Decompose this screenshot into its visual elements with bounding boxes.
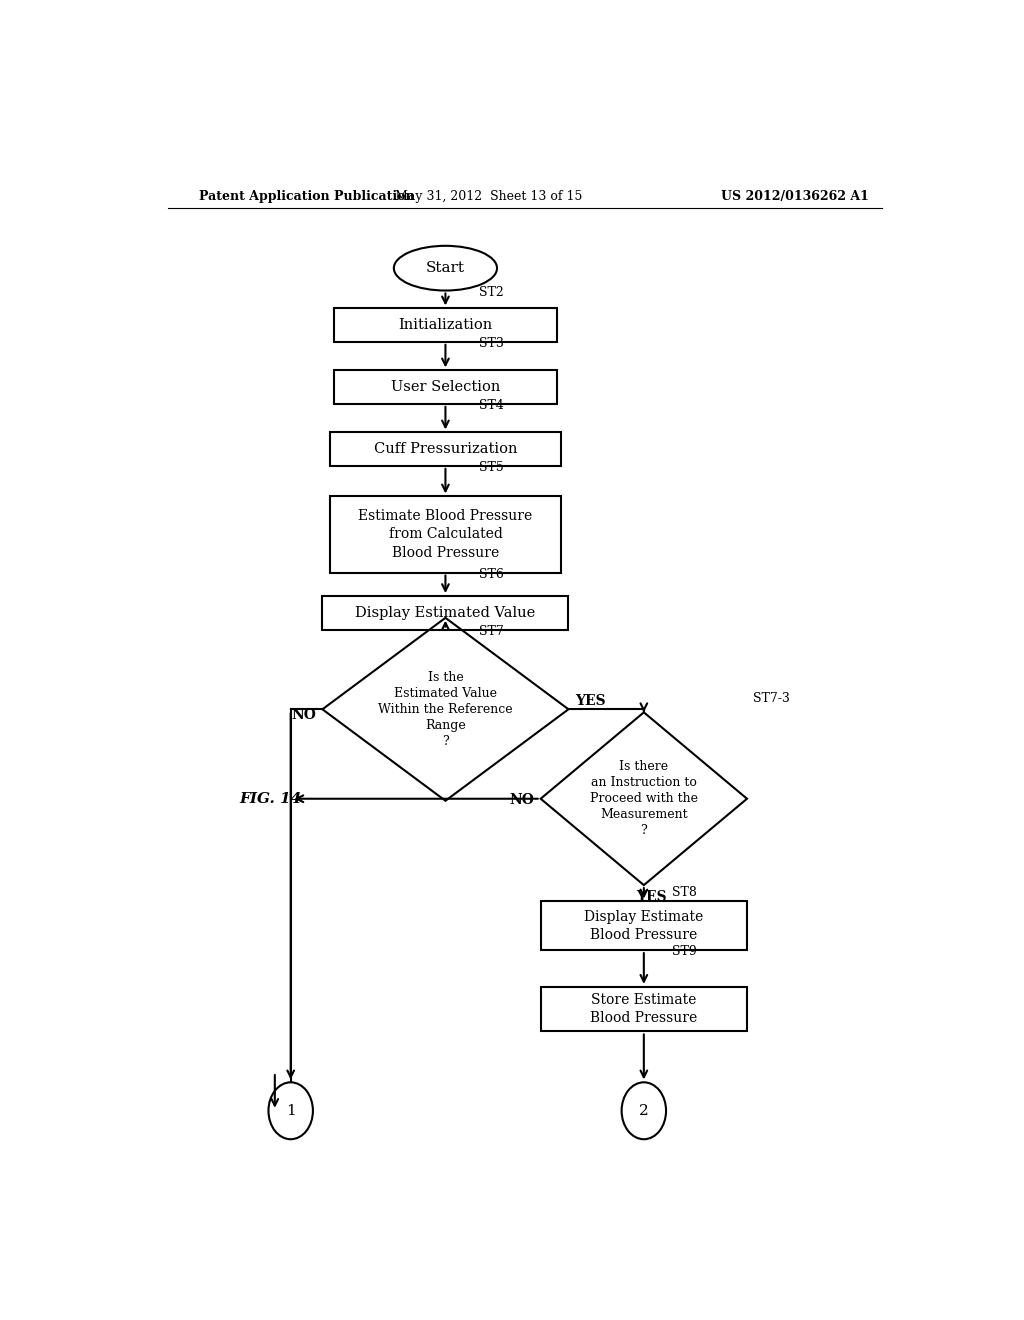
Text: Start: Start [426,261,465,275]
Text: Initialization: Initialization [398,318,493,333]
Text: Display Estimate
Blood Pressure: Display Estimate Blood Pressure [585,909,703,942]
Text: May 31, 2012  Sheet 13 of 15: May 31, 2012 Sheet 13 of 15 [395,190,583,202]
Text: US 2012/0136262 A1: US 2012/0136262 A1 [721,190,868,202]
Text: Store Estimate
Blood Pressure: Store Estimate Blood Pressure [590,993,697,1026]
Text: ST5: ST5 [479,461,504,474]
Text: Is there
an Instruction to
Proceed with the
Measurement
?: Is there an Instruction to Proceed with … [590,760,697,837]
Text: ST3: ST3 [479,337,504,350]
Text: ST6: ST6 [479,568,504,581]
Text: YES: YES [574,694,605,709]
Text: 2: 2 [639,1104,649,1118]
Text: ST7-3: ST7-3 [754,692,791,705]
Text: Patent Application Publication: Patent Application Publication [200,190,415,202]
Text: Display Estimated Value: Display Estimated Value [355,606,536,619]
Text: ST2: ST2 [479,285,504,298]
Text: ST8: ST8 [672,886,696,899]
Text: ST9: ST9 [672,945,696,958]
Text: ST4: ST4 [479,399,504,412]
Text: Is the
Estimated Value
Within the Reference
Range
?: Is the Estimated Value Within the Refere… [378,671,513,748]
Text: NO: NO [291,709,316,722]
Text: Cuff Pressurization: Cuff Pressurization [374,442,517,457]
Text: FIG. 14: FIG. 14 [240,792,301,805]
Text: ST7: ST7 [479,624,504,638]
Text: User Selection: User Selection [391,380,500,395]
Text: Estimate Blood Pressure
from Calculated
Blood Pressure: Estimate Blood Pressure from Calculated … [358,510,532,560]
Text: YES: YES [636,891,667,904]
Text: NO: NO [510,793,535,807]
Text: 1: 1 [286,1104,296,1118]
